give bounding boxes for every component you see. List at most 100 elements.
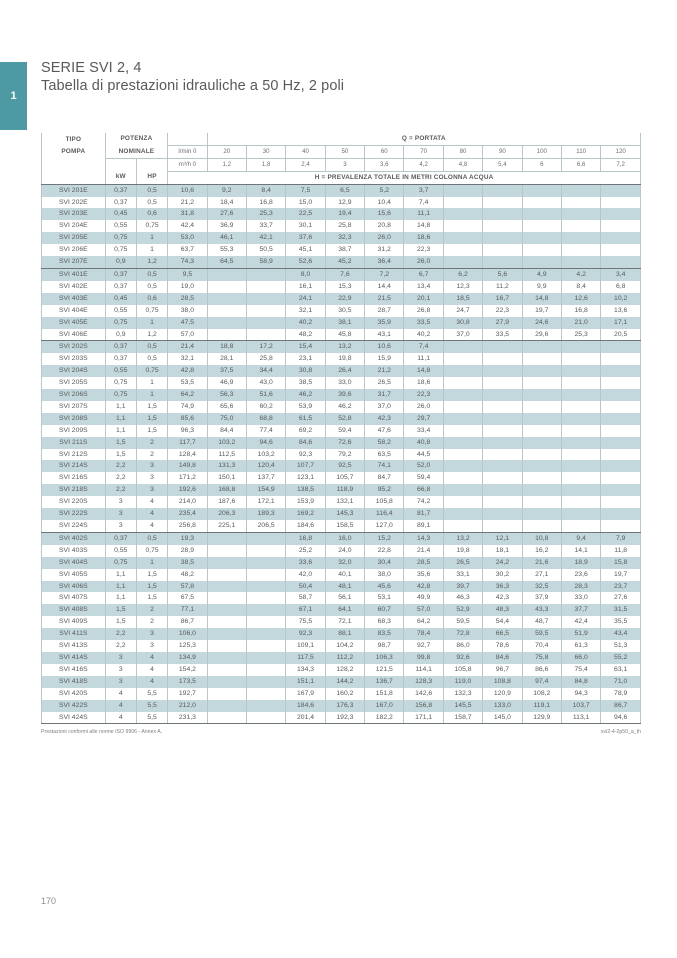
cell-kw: 0,75	[105, 316, 137, 329]
cell-model: SVI 403S	[41, 544, 106, 557]
table-row: SVI 402E 0,37 0,5 19,0 16,1 15,3 14,4 13,4 12,3 1…	[41, 280, 641, 293]
cell-head-11: 15,8	[600, 556, 641, 569]
cell-head-1: 187,6	[207, 496, 247, 509]
cell-hp: 0,6	[136, 292, 169, 305]
cell-head-1	[207, 280, 247, 293]
cell-head-8: 18,1	[482, 544, 523, 557]
cell-head-2	[246, 592, 287, 605]
cell-head-11	[600, 436, 641, 449]
cell-head-0: 125,3	[167, 640, 208, 652]
cell-head-4: 144,2	[325, 675, 366, 688]
cell-head-2: 206,5	[246, 520, 287, 533]
cell-hp: 0,5	[136, 184, 169, 197]
cell-head-1	[207, 304, 247, 317]
cell-head-2	[246, 711, 287, 725]
cell-kw: 4	[105, 699, 137, 712]
cell-head-10: 14,1	[561, 544, 602, 557]
cell-head-6: 44,5	[403, 448, 444, 461]
cell-head-5: 182,2	[364, 711, 405, 725]
cell-head-4: 132,1	[325, 496, 366, 509]
cell-head-2	[246, 544, 287, 557]
cell-head-9: 21,6	[522, 556, 562, 569]
cell-head-4: 72,6	[325, 436, 366, 449]
cell-head-10	[561, 424, 602, 437]
cell-head-11	[600, 220, 641, 233]
cell-head-10: 42,4	[561, 616, 602, 629]
cell-head-2: 50,5	[246, 244, 287, 257]
cell-head-9: 108,2	[522, 687, 562, 700]
cell-head-11	[600, 460, 641, 473]
cell-head-0: 38,5	[167, 556, 208, 569]
cell-head-3: 184,6	[285, 520, 326, 533]
cell-head-7	[443, 389, 484, 401]
cell-head-8	[482, 436, 523, 449]
header-flow-m3h-10: 7,2	[600, 158, 641, 172]
cell-head-1: 46,1	[207, 232, 247, 245]
cell-hp: 4	[136, 651, 169, 664]
cell-hp: 2	[136, 616, 169, 629]
cell-head-11	[600, 184, 641, 197]
cell-hp: 3	[136, 460, 169, 473]
cell-head-1: 55,3	[207, 244, 247, 257]
cell-head-3: 58,7	[285, 592, 326, 605]
cell-head-5: 60,7	[364, 604, 405, 617]
cell-hp: 4	[136, 508, 169, 520]
cell-kw: 0,55	[105, 304, 137, 317]
cell-head-1	[207, 268, 247, 281]
cell-model: SVI 416S	[41, 663, 106, 676]
cell-head-6: 42,8	[403, 580, 444, 593]
cell-head-5: 21,5	[364, 292, 405, 305]
cell-kw: 3	[105, 651, 137, 664]
cell-head-4: 13,2	[325, 340, 366, 354]
cell-head-3: 40,2	[285, 316, 326, 329]
cell-head-8: 54,4	[482, 616, 523, 629]
cell-model: SVI 212S	[41, 448, 106, 461]
cell-model: SVI 224S	[41, 520, 106, 533]
performance-table-wrap: TIPO POMPA POTENZA Q = PORTATA NOMINALE l/min…	[41, 133, 642, 725]
cell-head-7	[443, 400, 484, 413]
cell-head-8: 16,7	[482, 292, 523, 305]
cell-head-0: 57,0	[167, 328, 208, 342]
cell-head-9	[522, 208, 562, 221]
cell-hp: 4	[136, 675, 169, 688]
cell-head-2: 120,4	[246, 460, 287, 473]
cell-hp: 3	[136, 484, 169, 497]
cell-head-4: 15,3	[325, 280, 366, 293]
cell-head-5: 74,1	[364, 460, 405, 473]
cell-head-11	[600, 424, 641, 437]
cell-model: SVI 404E	[41, 304, 106, 317]
cell-head-3: 184,6	[285, 699, 326, 712]
header-flow-m3h-1: 1,8	[246, 158, 287, 172]
cell-head-2	[246, 280, 287, 293]
cell-head-4: 56,1	[325, 592, 366, 605]
cell-head-0: 231,3	[167, 711, 208, 725]
cell-head-11: 78,9	[600, 687, 641, 700]
header-flow-m3h-3: 3	[325, 158, 366, 172]
cell-head-4: 176,3	[325, 699, 366, 712]
cell-kw: 1,1	[105, 412, 137, 425]
cell-head-4: 52,8	[325, 412, 366, 425]
cell-head-1	[207, 532, 247, 545]
cell-head-7	[443, 365, 484, 378]
cell-head-11: 23,7	[600, 580, 641, 593]
table-row: SVI 203E 0,45 0,6 31,8 27,6 25,3 22,5 19,4 15,6 1…	[41, 208, 641, 221]
cell-head-5: 84,7	[364, 472, 405, 485]
cell-head-6: 14,3	[403, 532, 444, 545]
cell-head-7	[443, 508, 484, 520]
cell-head-9	[522, 244, 562, 257]
cell-head-2: 77,4	[246, 424, 287, 437]
cell-head-11: 17,1	[600, 316, 641, 329]
cell-head-10: 4,2	[561, 268, 602, 281]
cell-head-3: 25,2	[285, 544, 326, 557]
cell-head-2: 189,3	[246, 508, 287, 520]
cell-head-2	[246, 651, 287, 664]
cell-head-5: 121,5	[364, 663, 405, 676]
header-flow-lmin-0: 20	[207, 145, 247, 159]
chapter-number: 1	[10, 90, 17, 102]
cell-head-0: 96,3	[167, 424, 208, 437]
cell-head-10	[561, 448, 602, 461]
cell-hp: 0,75	[136, 304, 169, 317]
cell-head-0: 173,5	[167, 675, 208, 688]
cell-head-10: 61,3	[561, 640, 602, 652]
cell-head-1: 65,6	[207, 400, 247, 413]
